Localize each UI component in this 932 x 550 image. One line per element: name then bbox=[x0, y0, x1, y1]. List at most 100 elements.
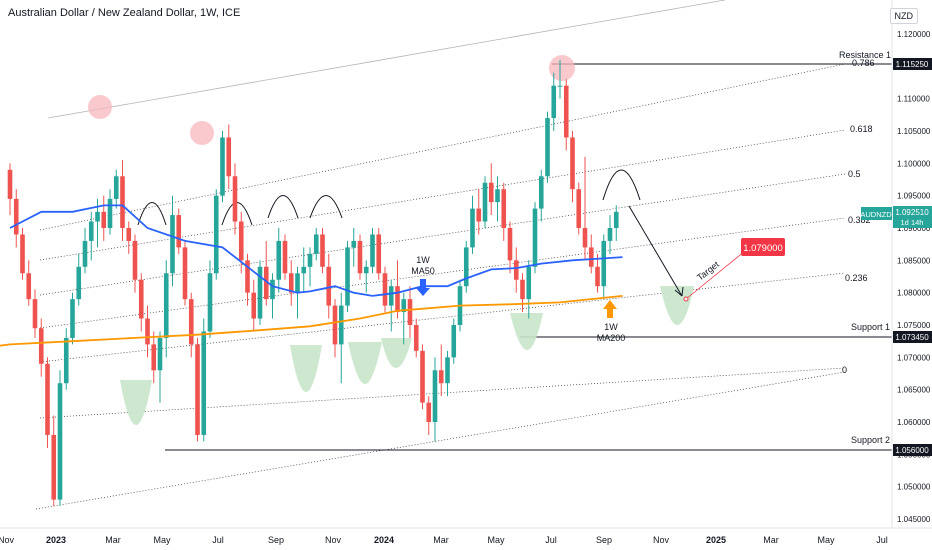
candle-up bbox=[363, 266, 369, 274]
price-tick-label: 1.080000 bbox=[897, 289, 931, 298]
currency-label[interactable]: NZD bbox=[889, 8, 918, 24]
candle-down bbox=[407, 299, 413, 325]
candle-down bbox=[38, 328, 44, 364]
candle-down bbox=[13, 198, 19, 235]
candle-down bbox=[251, 292, 257, 319]
candle-up bbox=[526, 266, 532, 300]
candle-up bbox=[170, 215, 175, 274]
top-arc-1 bbox=[137, 202, 167, 226]
candle-up bbox=[532, 208, 538, 267]
candle-down bbox=[507, 228, 513, 261]
candle-down bbox=[563, 85, 569, 138]
ma200-annotation: 1W MA200 bbox=[597, 300, 625, 343]
candle-up bbox=[307, 253, 313, 267]
candle-up bbox=[388, 286, 394, 306]
candle-down bbox=[145, 318, 150, 345]
price-tick-label: 1.070000 bbox=[897, 353, 931, 362]
candle-down bbox=[132, 240, 138, 280]
candle-up bbox=[201, 331, 207, 435]
bottom-highlights bbox=[120, 286, 694, 425]
bottom-highlight-2 bbox=[290, 345, 322, 392]
bottom-highlight-projection bbox=[660, 286, 694, 325]
level-labels: Resistance 1 Support 1 Support 2 bbox=[839, 50, 891, 445]
candle-down bbox=[126, 228, 132, 241]
price-tick-label: 1.095000 bbox=[897, 192, 931, 201]
ma200-label-line1: 1W bbox=[604, 322, 618, 332]
fib-0382-line bbox=[39, 217, 846, 329]
fib-label-0236: 0.236 bbox=[845, 273, 868, 283]
top-arcs bbox=[137, 169, 641, 226]
candle-down bbox=[176, 215, 182, 248]
candle-down bbox=[320, 234, 325, 267]
candle-down bbox=[188, 299, 194, 345]
candle-down bbox=[413, 325, 419, 351]
candle-up bbox=[351, 240, 357, 248]
fib-05-line bbox=[39, 173, 846, 296]
candle-down bbox=[151, 344, 157, 371]
candle-down bbox=[420, 350, 425, 403]
candle-down bbox=[288, 273, 294, 293]
fib-0-line bbox=[39, 367, 846, 419]
symbol-badge-text: AUDNZD bbox=[860, 210, 892, 219]
resistance-1-value: 1.115250 bbox=[896, 60, 929, 69]
time-axis-bg bbox=[0, 528, 932, 550]
price-tick-label: 1.120000 bbox=[897, 30, 931, 39]
candle-up bbox=[157, 337, 163, 371]
ma50-label-line2: MA50 bbox=[411, 266, 435, 276]
candle-down bbox=[101, 211, 107, 228]
price-badge-countdown: 1d 14h bbox=[901, 218, 924, 227]
candle-up bbox=[451, 325, 457, 358]
ma200-arrow-icon bbox=[603, 300, 617, 318]
candle-down bbox=[238, 221, 244, 261]
candle-up bbox=[370, 234, 375, 267]
chart-title: Australian Dollar / New Zealand Dollar, … bbox=[8, 7, 241, 19]
candle-up bbox=[613, 211, 619, 228]
time-tick-label: Nov bbox=[325, 535, 342, 545]
price-tick-label: 1.085000 bbox=[897, 256, 931, 265]
channel-lines bbox=[35, 0, 846, 510]
candle-down bbox=[588, 247, 594, 267]
candle-down bbox=[26, 273, 32, 300]
time-tick-label: Sep bbox=[596, 535, 612, 545]
time-tick-label: 2024 bbox=[374, 535, 394, 545]
candle-up bbox=[338, 305, 344, 345]
top-arc-5-projection bbox=[602, 169, 641, 201]
candle-up bbox=[432, 370, 438, 422]
price-tick-label: 1.045000 bbox=[897, 515, 931, 524]
price-tick-label: 1.100000 bbox=[897, 159, 931, 168]
candle-up bbox=[538, 176, 544, 209]
ma50-line bbox=[9, 204, 623, 297]
support-2-value: 1.056000 bbox=[895, 446, 929, 455]
bottom-highlight-4 bbox=[381, 338, 412, 368]
candle-up bbox=[82, 240, 88, 267]
fib-labels: 0.786 0.618 0.5 0.382 0.236 0 bbox=[842, 58, 875, 375]
projection-arrowhead bbox=[674, 286, 684, 297]
candle-down bbox=[357, 240, 363, 274]
candle-down bbox=[570, 137, 575, 190]
candle-down bbox=[376, 234, 382, 274]
time-axis[interactable]: Nov 2023 Mar May Jul Sep Nov 2024 Mar May Jul Sep No… bbox=[0, 527, 932, 550]
time-tick-label: Nov bbox=[0, 535, 14, 545]
price-axis-bg bbox=[892, 0, 932, 528]
candle-up bbox=[107, 198, 113, 228]
time-tick-label: Jul bbox=[212, 535, 224, 545]
candle-down bbox=[226, 137, 232, 177]
support-1-label: Support 1 bbox=[851, 322, 890, 332]
time-tick-label: Jul bbox=[876, 535, 888, 545]
bottom-highlight-5 bbox=[510, 313, 543, 350]
price-tick-label: 1.110000 bbox=[897, 95, 930, 104]
candle-up bbox=[495, 189, 500, 203]
highlight-circles bbox=[88, 55, 575, 145]
target-value: 1.079000 bbox=[743, 243, 783, 254]
candle-up bbox=[301, 266, 307, 274]
ma50-label-line1: 1W bbox=[416, 255, 430, 265]
fib-0786-line bbox=[39, 63, 846, 231]
candle-down bbox=[501, 189, 507, 228]
candle-up bbox=[270, 279, 275, 300]
candle-down bbox=[395, 286, 400, 313]
candle-up bbox=[463, 247, 469, 287]
price-axis[interactable]: 1.0450001.0500001.0550001.0600001.065000… bbox=[860, 0, 932, 528]
candle-up bbox=[557, 85, 563, 87]
target-label: Target bbox=[695, 259, 721, 283]
